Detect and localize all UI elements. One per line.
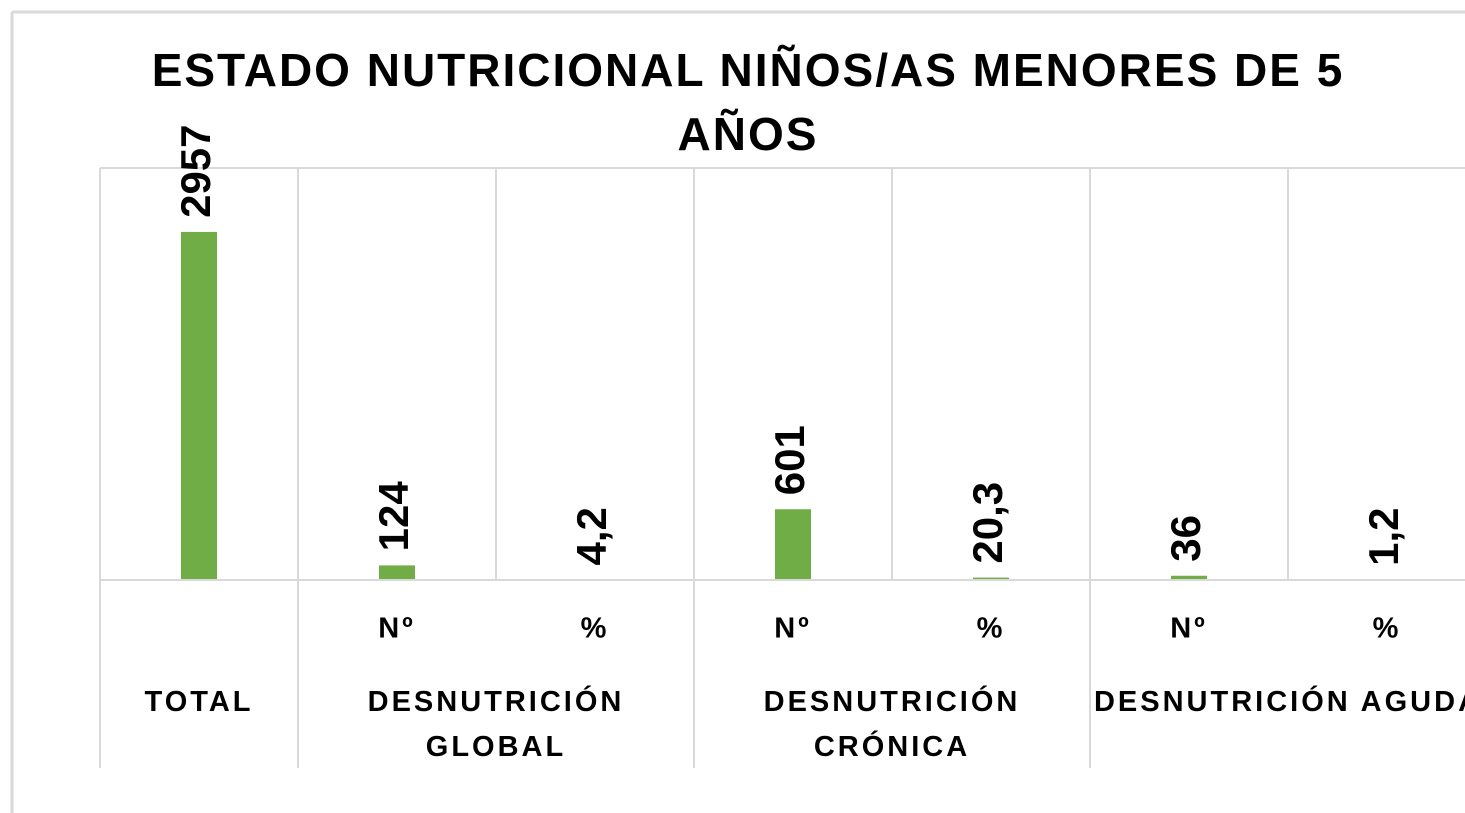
group-label: TOTAL <box>144 686 254 718</box>
bar <box>181 231 217 580</box>
chart-title: ESTADO NUTRICIONAL NIÑOS/AS MENORES DE 5… <box>151 44 1345 160</box>
value-label: 36 <box>1162 515 1209 562</box>
x-tick-label: % <box>1373 613 1402 645</box>
bar <box>379 565 415 580</box>
x-tick-label: Nº <box>1170 613 1208 645</box>
bar <box>973 577 1009 580</box>
value-label: 20,3 <box>964 482 1011 564</box>
bar <box>1171 575 1207 580</box>
group-label: DESNUTRICIÓN GLOBAL <box>367 686 625 763</box>
x-tick-label: % <box>977 613 1006 645</box>
bar <box>775 509 811 580</box>
group-label: DESNUTRICIÓN CRÓNICA <box>763 686 1021 763</box>
x-tick-label: Nº <box>378 613 416 645</box>
x-tick-label: % <box>581 613 610 645</box>
value-label: 2957 <box>172 124 219 217</box>
value-label: 124 <box>370 481 417 552</box>
x-tick-label: Nº <box>774 613 812 645</box>
group-label: DESNUTRICIÓN AGUDA <box>1093 686 1465 718</box>
value-label: 601 <box>766 425 813 495</box>
value-label: 1,2 <box>1360 507 1407 565</box>
value-label: 4,2 <box>568 507 615 565</box>
